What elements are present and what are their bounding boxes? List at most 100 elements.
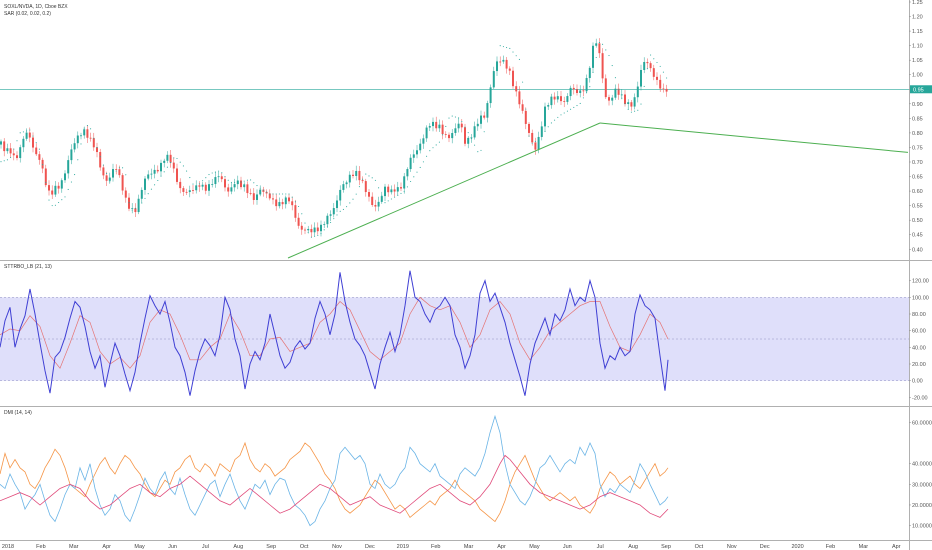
sar-dot — [93, 137, 95, 139]
candle-body — [134, 208, 137, 213]
candle-body — [649, 63, 652, 69]
candle-body — [32, 137, 34, 148]
candle-body — [310, 228, 313, 233]
dmi-pane[interactable] — [0, 414, 669, 527]
candle-body — [470, 137, 473, 139]
sar-legend[interactable]: SAR (0.02, 0.02, 0.2) — [4, 11, 51, 17]
candle-body — [188, 190, 191, 193]
sar-dot — [26, 130, 28, 132]
sar-dot — [454, 116, 456, 118]
sar-dot — [592, 71, 594, 73]
sar-dot — [611, 65, 613, 67]
candle-body — [214, 177, 217, 185]
candle-body — [547, 105, 550, 107]
candle-body — [416, 150, 418, 155]
time-axis-label: Feb — [431, 544, 440, 550]
candle-body — [12, 153, 15, 156]
candle-body — [6, 148, 9, 152]
sar-dot — [400, 192, 402, 194]
candle-body — [272, 198, 274, 200]
sar-dot — [416, 171, 418, 173]
sar-dot — [22, 131, 24, 133]
oscillator-pane[interactable] — [0, 270, 909, 396]
sar-dot — [179, 161, 181, 163]
sar-dot — [154, 184, 156, 186]
candle-body — [153, 169, 156, 174]
sar-dot — [451, 115, 453, 117]
candle-body — [563, 101, 566, 102]
candle-body — [262, 189, 265, 192]
sar-dot — [256, 185, 258, 187]
oscillator-legend[interactable]: STTRBO_LB (21, 13) — [4, 264, 52, 270]
sar-dot — [205, 177, 207, 179]
candle-body — [131, 208, 134, 210]
sar-dot — [365, 173, 367, 175]
candle-body — [364, 181, 367, 193]
candle-body — [64, 173, 66, 181]
candle-body — [22, 138, 25, 148]
candle-body — [435, 121, 438, 129]
dmi-minus-line — [0, 441, 669, 523]
sar-dot — [122, 167, 124, 169]
candle-body — [496, 61, 498, 72]
sar-dot — [304, 222, 306, 224]
candle-body — [92, 138, 95, 148]
candle-body — [112, 169, 114, 178]
sar-dot — [339, 210, 341, 212]
sar-dot — [534, 140, 536, 142]
candle-body — [51, 190, 54, 195]
price-tick-label: 1.05 — [912, 58, 923, 64]
dmi-tick-label: 10.0000 — [912, 524, 932, 530]
symbol-legend[interactable]: SOXL/NVDA, 1D, Cboe BZX — [4, 4, 68, 10]
sar-dot — [413, 176, 415, 178]
osc-tick-label: -20.00 — [912, 395, 928, 401]
sar-dot — [230, 181, 232, 183]
time-axis-label: Mar — [859, 544, 869, 550]
sar-dot — [173, 157, 175, 159]
time-axis-label: Jun — [563, 544, 572, 550]
sar-dot — [99, 156, 101, 158]
candle-body — [265, 191, 268, 194]
sar-dot — [506, 47, 508, 49]
sar-dot — [486, 112, 488, 114]
candle-body — [566, 96, 569, 102]
oscillator-signal-line — [0, 296, 669, 369]
time-axis-label: Oct — [300, 544, 309, 550]
candle-body — [192, 190, 194, 191]
sar-dot — [326, 225, 328, 227]
sar-dot — [138, 205, 140, 208]
sar-dot — [272, 193, 274, 195]
sar-dot — [429, 150, 431, 152]
sar-dot — [342, 208, 344, 211]
sar-dot — [144, 197, 146, 199]
sar-dot — [134, 207, 136, 209]
sar-dot — [474, 144, 476, 146]
trend-line — [599, 122, 909, 153]
candle-body — [531, 132, 534, 143]
sar-dot — [211, 172, 213, 174]
candle-body — [144, 178, 146, 190]
sar-dot — [266, 191, 268, 193]
sar-dot — [35, 142, 37, 144]
candle-body — [396, 187, 399, 192]
sar-dot — [419, 166, 421, 169]
candle-body — [67, 160, 70, 174]
dmi-legend[interactable]: DMI (14, 14) — [4, 410, 32, 416]
price-pane[interactable] — [0, 38, 909, 259]
candle-body — [140, 189, 143, 199]
sar-dot — [278, 193, 280, 195]
time-axis-label: Mar — [464, 544, 474, 550]
time-axis-label: Sep — [266, 544, 276, 550]
candle-body — [473, 126, 476, 138]
sar-dot — [653, 58, 655, 60]
sar-dot — [112, 176, 114, 178]
osc-tick-label: 100.00 — [912, 295, 929, 301]
sar-dot — [522, 81, 524, 83]
candle-body — [393, 189, 396, 192]
candle-body — [179, 181, 182, 189]
time-axis-label: Feb — [826, 544, 835, 550]
candle-body — [99, 152, 102, 168]
sar-dot — [166, 166, 168, 168]
